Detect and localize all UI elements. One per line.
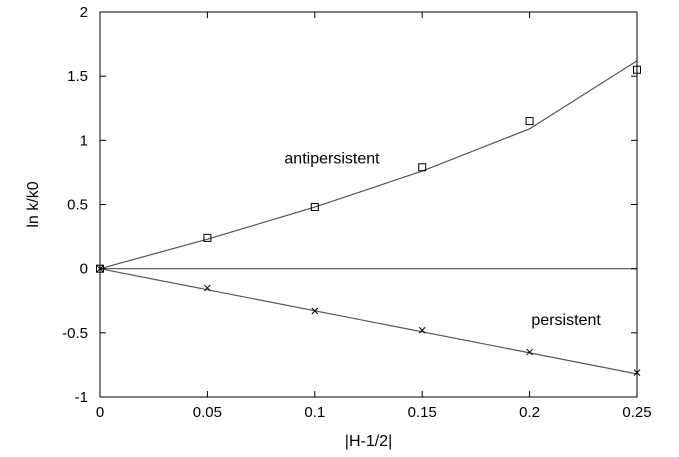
cross-point bbox=[418, 326, 426, 334]
square-point bbox=[96, 264, 104, 273]
cross-point bbox=[526, 348, 533, 356]
annotations: antipersistent persistent bbox=[284, 150, 601, 329]
cross-point bbox=[311, 307, 319, 315]
square-point bbox=[525, 117, 534, 126]
square-point bbox=[310, 203, 319, 212]
y-tick-label: 0 bbox=[80, 261, 88, 278]
cross-point bbox=[204, 284, 211, 292]
fit-curves bbox=[99, 60, 638, 375]
y-tick-label: -0.5 bbox=[62, 325, 88, 342]
tick-labels: 0 0.05 0.1 0.15 0.2 0.25 -1 -0.5 0 0.5 1 1.5 2 bbox=[62, 4, 651, 421]
square-point bbox=[418, 163, 427, 172]
annotation-label: persistent bbox=[531, 312, 601, 329]
y-tick-label: 2 bbox=[80, 4, 88, 21]
y-axis-label: ln k/k0 bbox=[25, 181, 42, 227]
annotation-label: antipersistent bbox=[284, 150, 380, 167]
fit-curve bbox=[99, 60, 638, 270]
x-tick-label: 0.25 bbox=[622, 404, 651, 421]
x-tick-label: 0.15 bbox=[408, 404, 437, 421]
y-tick-label: -1 bbox=[75, 389, 88, 406]
x-tick-label: 0 bbox=[96, 404, 104, 421]
square-point bbox=[633, 65, 641, 74]
x-tick-label: 0.2 bbox=[519, 404, 540, 421]
cross-point bbox=[633, 369, 641, 376]
data-points bbox=[96, 65, 641, 376]
axis-ticks bbox=[99, 11, 638, 398]
x-tick-label: 0.05 bbox=[193, 404, 222, 421]
y-tick-label: 0.5 bbox=[67, 197, 88, 214]
cross-point bbox=[96, 265, 104, 273]
plot-frame bbox=[99, 11, 638, 398]
x-axis-label: |H-1/2| bbox=[345, 433, 392, 450]
x-tick-label: 0.1 bbox=[304, 404, 325, 421]
fit-curve bbox=[99, 268, 638, 375]
y-tick-label: 1 bbox=[80, 132, 88, 149]
y-tick-label: 1.5 bbox=[67, 68, 88, 85]
square-point bbox=[203, 233, 212, 242]
